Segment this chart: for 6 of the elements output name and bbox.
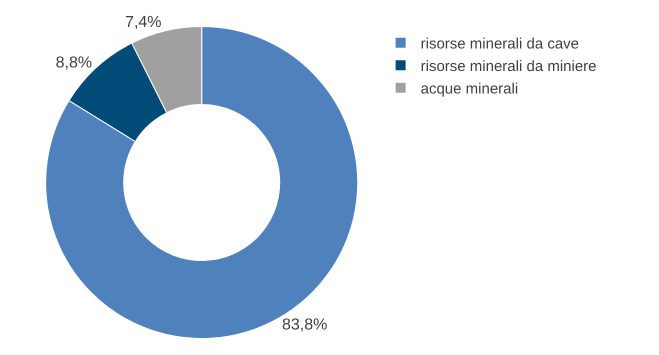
data-label: 7,4% (125, 14, 162, 32)
data-label: 83,8% (282, 316, 328, 334)
legend-label: acque minerali (420, 80, 518, 98)
legend-label: risorse minerali da miniere (420, 58, 597, 76)
data-label: 8,8% (56, 54, 92, 72)
legend-label: risorse minerali da cave (420, 36, 580, 53)
